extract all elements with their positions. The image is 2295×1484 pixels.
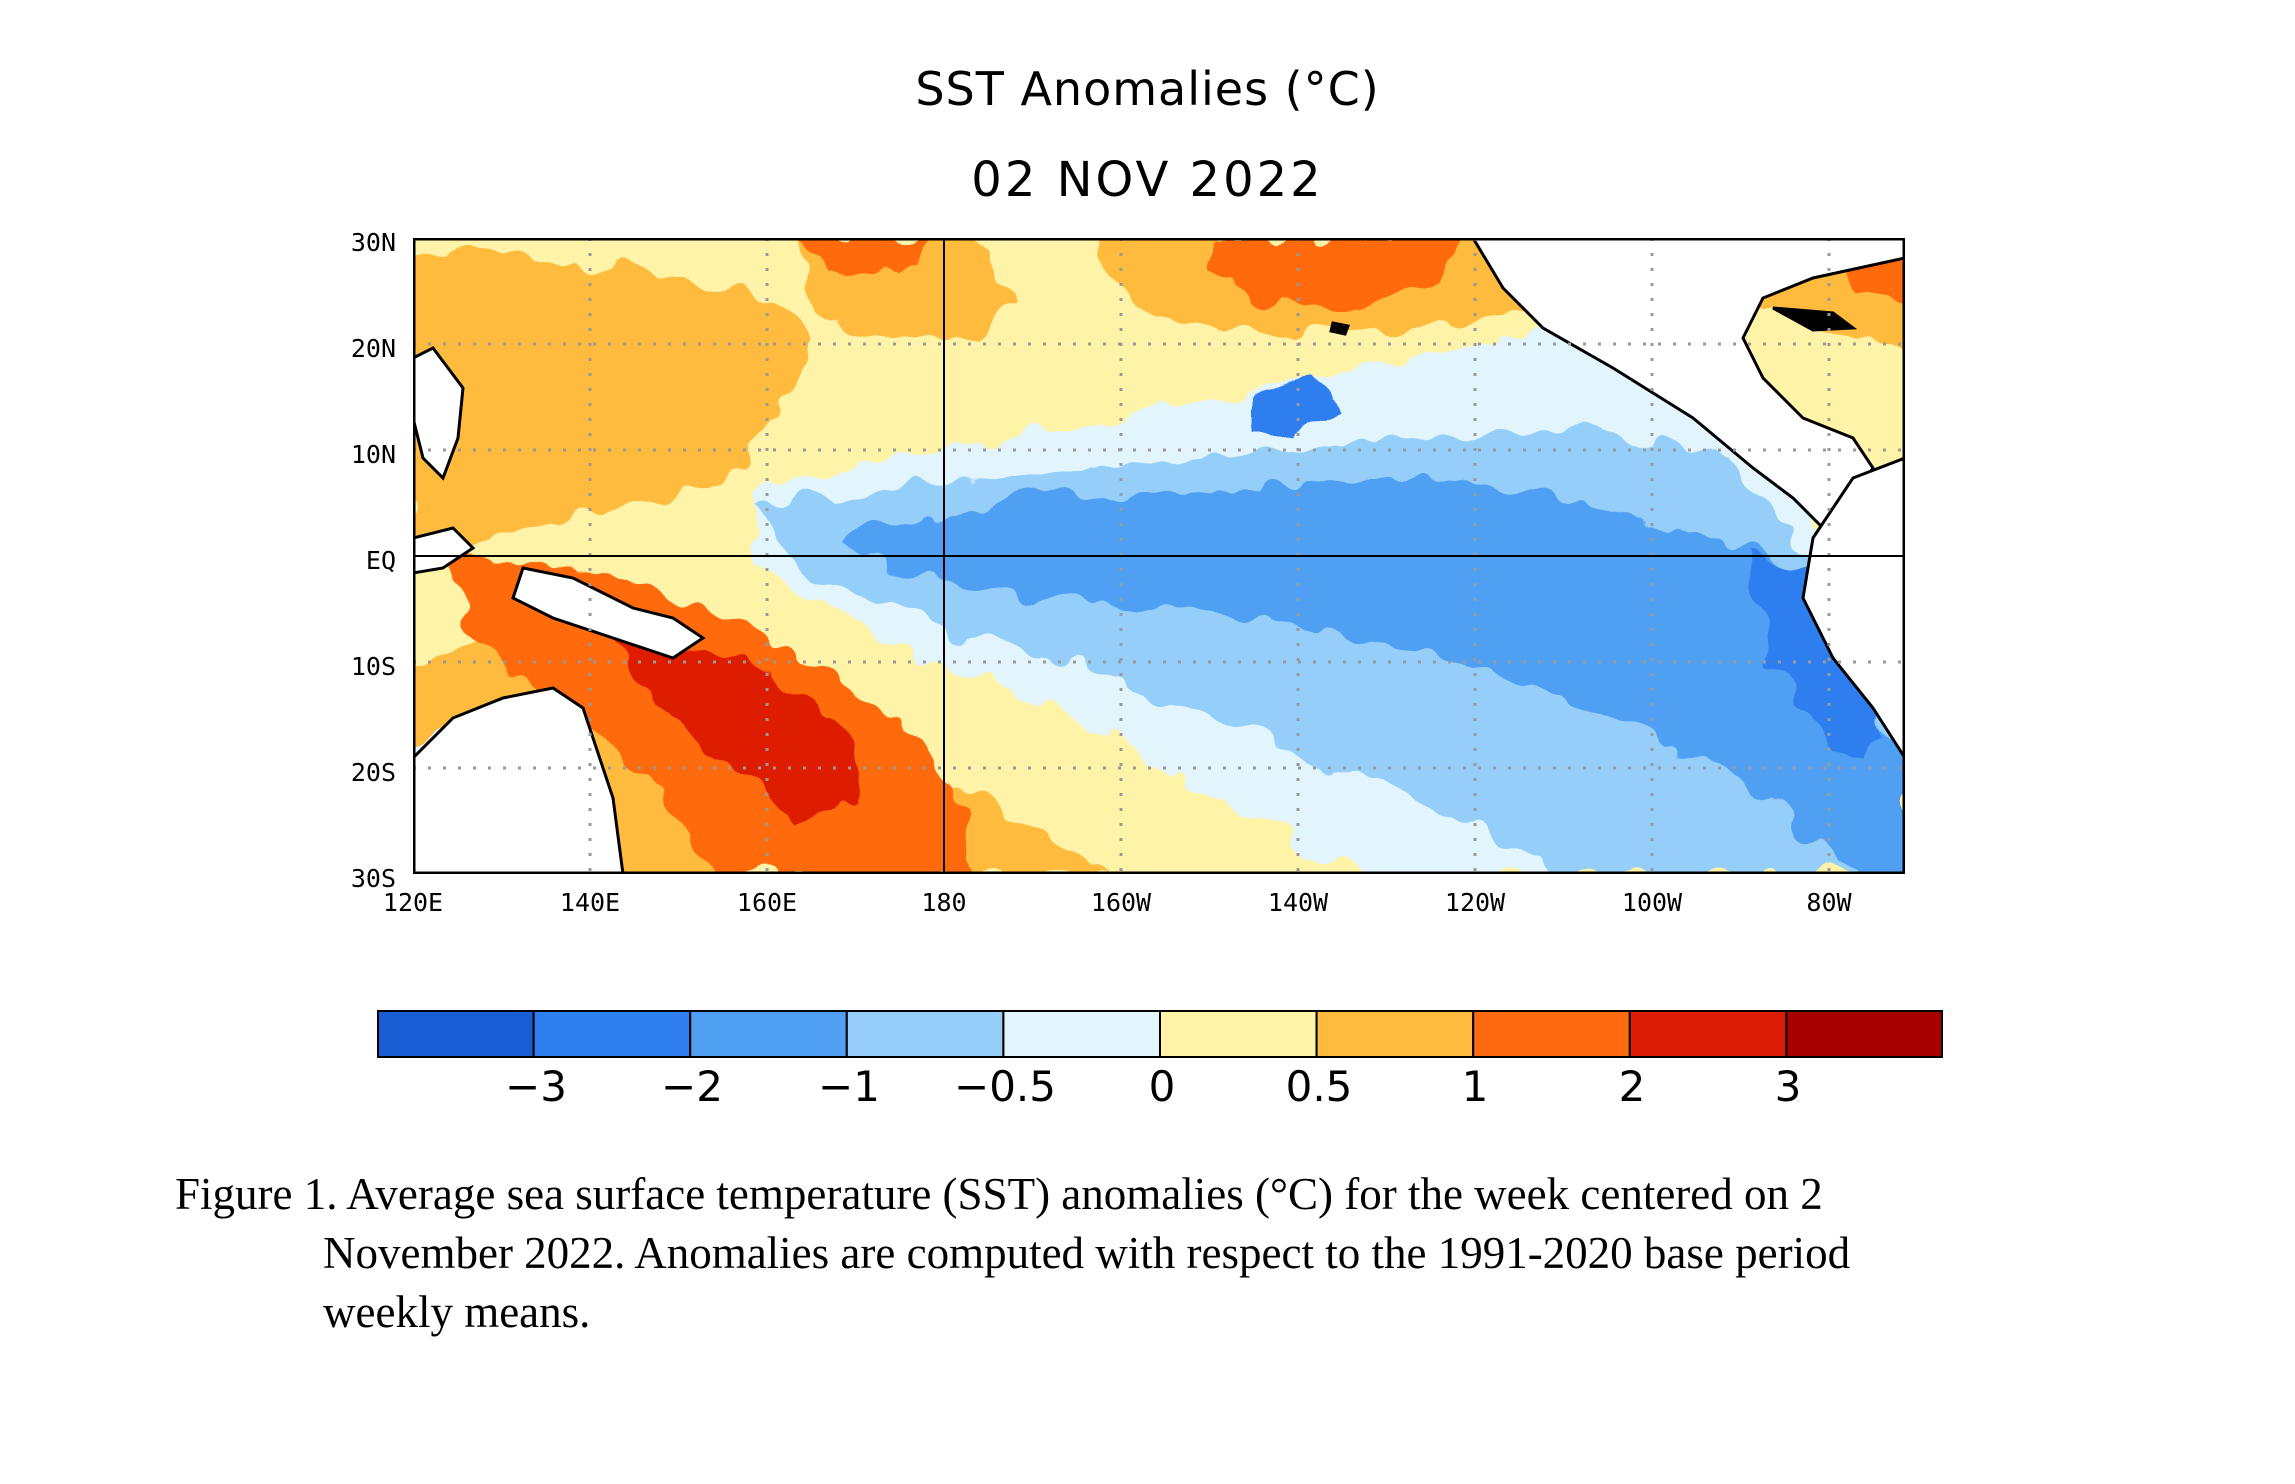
caption-line-3: weekly means. (323, 1287, 591, 1337)
lon-label-140e: 140E (559, 888, 621, 917)
lon-label-180: 180 (921, 888, 967, 917)
colorbar-label-1: 1 (1461, 1062, 1489, 1111)
map-frame (413, 238, 1905, 874)
lat-label-10n: 10N (350, 440, 396, 469)
lon-label-100w: 100W (1621, 888, 1683, 917)
lon-label-160w: 160W (1090, 888, 1152, 917)
colorbar-label-minus3: −3 (505, 1062, 567, 1111)
lat-label-10s: 10S (350, 652, 396, 681)
colorbar-bin (1159, 1010, 1318, 1058)
anomaly-region-strong-north (793, 238, 933, 278)
lon-label-80w: 80W (1806, 888, 1852, 917)
colorbar-bin (1472, 1010, 1631, 1058)
colorbar-bin (377, 1010, 535, 1058)
lat-label-eq: EQ (365, 546, 396, 575)
caption-line-2: November 2022. Anomalies are computed wi… (323, 1228, 1851, 1278)
lon-label-120e: 120E (382, 888, 444, 917)
chart-date: 02 NOV 2022 (971, 152, 1324, 208)
colorbar-label-minus1: −1 (818, 1062, 880, 1111)
colorbar-bin (1315, 1010, 1475, 1058)
landmasses (413, 238, 1905, 874)
chart-title: SST Anomalies (°C) (915, 62, 1380, 116)
anomaly-region-hot-southwest (613, 638, 863, 818)
land-australia (413, 686, 625, 874)
lon-label-120w: 120W (1444, 888, 1506, 917)
colorbar-bin (1002, 1010, 1162, 1058)
colorbar-label-0: 0 (1148, 1062, 1176, 1111)
anomaly-region-warm-west-north (413, 248, 813, 568)
colorbar-label-minus0-5: −0.5 (954, 1062, 1056, 1111)
lon-label-140w: 140W (1267, 888, 1329, 917)
colorbar (377, 1010, 1943, 1058)
land-hawaii (1329, 321, 1351, 336)
colorbar-bin (845, 1010, 1005, 1058)
lat-label-30n: 30N (350, 228, 396, 257)
colorbar-label-minus2: −2 (661, 1062, 723, 1111)
figure-caption: Figure 1. Average sea surface temperatur… (175, 1165, 2135, 1342)
caption-line-1: Figure 1. Average sea surface temperatur… (175, 1169, 1823, 1219)
land-indonesia (413, 526, 476, 575)
anomaly-region-very-cold-east (1743, 558, 1883, 768)
land-new-guinea (511, 566, 706, 660)
map-gridlines (413, 238, 1905, 874)
land-north-america (1471, 238, 1905, 531)
anomaly-region-strong-northeast (1213, 238, 1463, 308)
colorbar-bin (532, 1010, 692, 1058)
anomaly-region-very-cold-north-blob (1253, 378, 1343, 438)
lat-label-30s: 30S (350, 864, 396, 893)
colorbar-label-3: 3 (1774, 1062, 1802, 1111)
lat-label-20s: 20S (350, 758, 396, 787)
land-cuba (1772, 306, 1858, 332)
sst-anomaly-map (413, 238, 1905, 874)
land-south-america (1801, 456, 1905, 761)
colorbar-bin (1785, 1010, 1943, 1058)
colorbar-bin (689, 1010, 848, 1058)
anomaly-region-cold-equatorial (833, 478, 1905, 874)
colorbar-bin (1628, 1010, 1788, 1058)
colorbar-label-2: 2 (1618, 1062, 1646, 1111)
colorbar-label-0-5: 0.5 (1285, 1062, 1353, 1111)
lon-label-160e: 160E (736, 888, 798, 917)
lat-label-20n: 20N (350, 334, 396, 363)
